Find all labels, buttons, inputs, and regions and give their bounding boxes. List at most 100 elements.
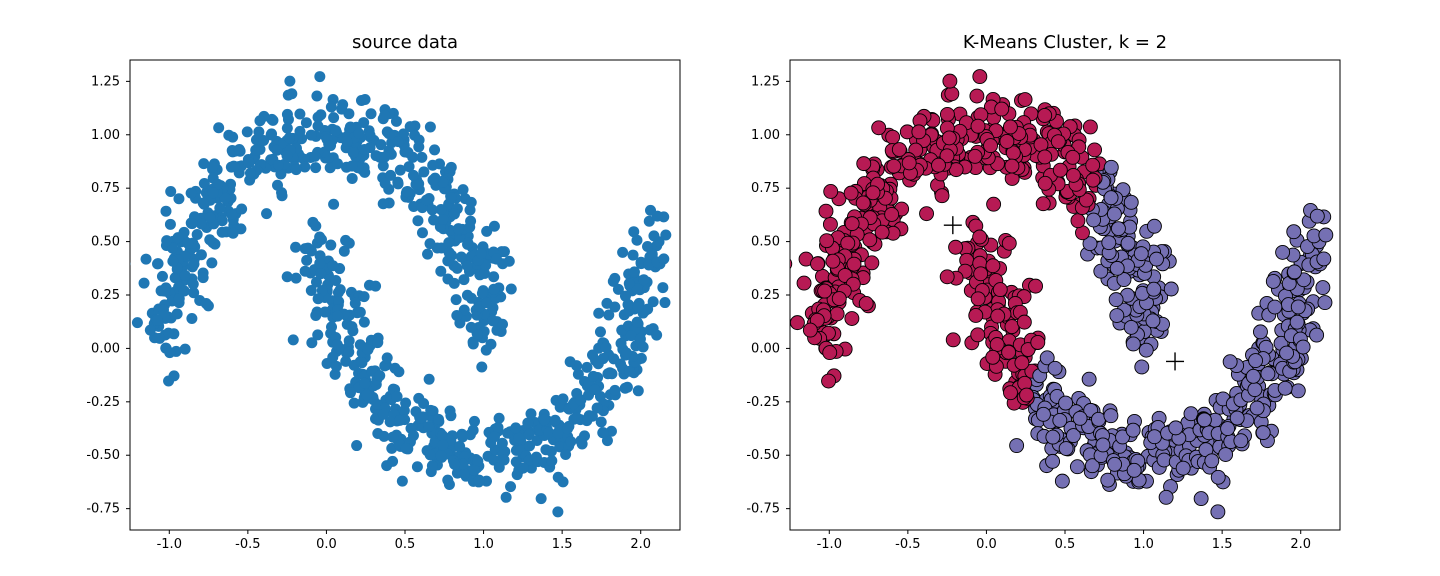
cluster-point — [1101, 473, 1115, 487]
cluster-point — [949, 240, 963, 254]
data-point — [363, 344, 374, 355]
data-point — [412, 215, 423, 226]
cluster-point — [1318, 296, 1332, 310]
cluster-point — [1015, 356, 1029, 370]
cluster-point — [945, 87, 959, 101]
cluster-point — [1110, 261, 1124, 275]
data-point — [119, 258, 130, 269]
data-point — [629, 266, 640, 277]
xtick-label: -0.5 — [235, 537, 260, 552]
cluster-point — [1102, 236, 1116, 250]
cluster-point — [1073, 411, 1087, 425]
xtick-label: 1.5 — [1212, 537, 1233, 552]
cluster-point — [811, 257, 825, 271]
data-point — [349, 398, 360, 409]
data-point — [518, 463, 529, 474]
data-point — [378, 198, 389, 209]
data-point — [560, 449, 571, 460]
cluster-point — [1253, 325, 1267, 339]
data-point — [228, 228, 239, 239]
data-point — [451, 310, 462, 321]
data-point — [198, 197, 209, 208]
data-point — [510, 422, 521, 433]
cluster-point — [1104, 191, 1118, 205]
data-point — [344, 335, 355, 346]
cluster-point — [1219, 448, 1233, 462]
data-point — [513, 433, 524, 444]
data-point — [458, 274, 469, 285]
data-point — [525, 408, 536, 419]
data-point — [261, 208, 272, 219]
data-point — [491, 254, 502, 265]
ytick-label: 0.00 — [91, 341, 120, 356]
cluster-point — [1310, 328, 1324, 342]
cluster-point — [1029, 279, 1043, 293]
cluster-point — [1223, 355, 1237, 369]
data-point — [345, 387, 356, 398]
cluster-point — [1126, 423, 1140, 437]
ytick-label: -0.75 — [746, 502, 780, 517]
data-point — [425, 449, 436, 460]
data-point — [206, 257, 217, 268]
data-point — [186, 188, 197, 199]
cluster-point — [1000, 134, 1014, 148]
data-point — [160, 206, 171, 217]
ytick-label: -0.75 — [86, 502, 120, 517]
data-point — [182, 238, 193, 249]
data-point — [435, 266, 446, 277]
data-point — [417, 227, 428, 238]
data-point — [454, 441, 465, 452]
data-point — [325, 140, 336, 151]
ytick-label: -0.50 — [86, 448, 120, 463]
cluster-point — [1092, 412, 1106, 426]
data-point — [633, 385, 644, 396]
centroid-marker — [944, 216, 962, 234]
cluster-point — [1086, 173, 1100, 187]
data-point — [315, 268, 326, 279]
data-point — [593, 308, 604, 319]
data-point — [601, 342, 612, 353]
data-point — [186, 313, 197, 324]
data-point — [651, 330, 662, 341]
data-point — [332, 339, 343, 350]
data-point — [446, 162, 457, 173]
cluster-point — [912, 125, 926, 139]
data-point — [165, 219, 176, 230]
data-point — [402, 186, 413, 197]
data-point — [596, 417, 607, 428]
cluster-point — [1280, 346, 1294, 360]
data-point — [624, 278, 635, 289]
data-point — [633, 301, 644, 312]
data-point — [617, 247, 628, 258]
cluster-point — [1003, 386, 1017, 400]
data-point — [437, 439, 448, 450]
data-point — [330, 125, 341, 136]
data-point — [628, 250, 639, 261]
cluster-point — [1287, 265, 1301, 279]
data-point — [359, 317, 370, 328]
data-point — [284, 76, 295, 87]
data-point — [356, 357, 367, 368]
cluster-point — [1108, 457, 1122, 471]
data-point — [332, 311, 343, 322]
data-point — [244, 157, 255, 168]
data-point — [327, 352, 338, 363]
figure-svg: source data-1.0-0.50.00.51.01.52.0-0.75-… — [0, 0, 1440, 576]
cluster-point — [1031, 335, 1045, 349]
data-point — [312, 329, 323, 340]
data-point — [311, 91, 322, 102]
data-point — [433, 414, 444, 425]
xtick-label: 0.0 — [316, 537, 337, 552]
data-point — [595, 326, 606, 337]
data-point — [313, 293, 324, 304]
cluster-point — [1211, 470, 1225, 484]
data-point — [393, 136, 404, 147]
data-point — [378, 409, 389, 420]
xtick-label: 0.5 — [395, 537, 416, 552]
data-point — [214, 202, 225, 213]
cluster-point — [1164, 282, 1178, 296]
ytick-label: 1.25 — [91, 74, 120, 89]
data-point — [658, 253, 669, 264]
data-point — [359, 378, 370, 389]
ytick-label: 0.50 — [751, 235, 780, 250]
